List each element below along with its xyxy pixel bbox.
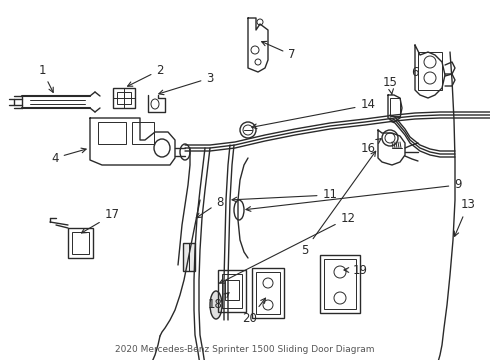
Text: 4: 4 (51, 148, 86, 165)
Bar (72, 232, 89, 254)
Bar (418, 52, 442, 90)
Bar (183, 243, 195, 271)
Text: 13: 13 (454, 198, 475, 236)
Text: 9: 9 (246, 179, 462, 211)
Text: 15: 15 (383, 76, 397, 94)
Text: 16: 16 (361, 139, 381, 154)
Bar (252, 268, 284, 318)
Ellipse shape (234, 200, 244, 220)
Bar (218, 270, 246, 312)
Ellipse shape (424, 72, 436, 84)
Text: 14: 14 (252, 99, 375, 129)
Ellipse shape (263, 278, 273, 288)
Bar (324, 259, 356, 309)
Text: 10: 10 (0, 359, 1, 360)
Text: 6: 6 (411, 66, 419, 78)
Text: 12: 12 (220, 211, 356, 283)
Bar (390, 98, 400, 116)
Ellipse shape (257, 19, 263, 25)
Ellipse shape (180, 144, 190, 160)
Bar (320, 255, 360, 313)
Bar (113, 88, 135, 108)
Ellipse shape (154, 139, 170, 157)
Ellipse shape (240, 122, 256, 138)
Text: 18: 18 (208, 293, 229, 311)
Bar (68, 228, 93, 258)
Ellipse shape (255, 59, 261, 65)
Ellipse shape (251, 46, 259, 54)
Bar (98, 122, 126, 144)
Text: 17: 17 (81, 208, 120, 233)
Bar (256, 272, 280, 314)
Bar (132, 122, 154, 144)
Ellipse shape (382, 130, 398, 146)
Text: 8: 8 (196, 195, 224, 218)
Bar (117, 92, 131, 104)
Ellipse shape (334, 292, 346, 304)
Text: 5: 5 (301, 151, 376, 256)
Text: 1: 1 (38, 63, 53, 93)
Bar (225, 280, 239, 300)
Bar (222, 274, 242, 308)
Text: 2020 Mercedes-Benz Sprinter 1500 Sliding Door Diagram: 2020 Mercedes-Benz Sprinter 1500 Sliding… (115, 346, 375, 355)
Text: 2: 2 (127, 63, 164, 86)
Ellipse shape (263, 300, 273, 310)
Ellipse shape (151, 99, 159, 109)
Ellipse shape (210, 291, 222, 319)
Ellipse shape (424, 56, 436, 68)
Ellipse shape (334, 266, 346, 278)
Ellipse shape (243, 125, 253, 135)
Text: 11: 11 (232, 189, 338, 202)
Ellipse shape (385, 133, 395, 143)
Text: 3: 3 (159, 72, 214, 95)
Text: 19: 19 (344, 264, 368, 276)
Text: 20: 20 (243, 298, 266, 324)
Text: 7: 7 (262, 41, 296, 62)
